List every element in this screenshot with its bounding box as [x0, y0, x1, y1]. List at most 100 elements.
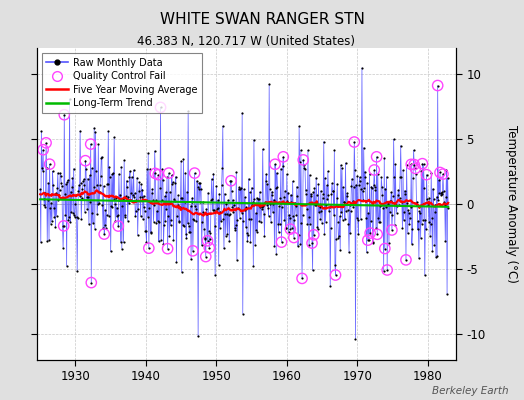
Point: [126, 197, 135, 203]
Point: [164, 213, 172, 219]
Point: [331, 272, 340, 278]
Point: [117, 164, 125, 170]
Point: [137, 181, 145, 187]
Point: [336, 162, 345, 168]
Point: [68, 184, 76, 190]
Point: [187, 202, 195, 209]
Point: [376, 219, 384, 226]
Point: [219, 216, 227, 222]
Point: [439, 187, 447, 194]
Point: [121, 211, 129, 218]
Point: [388, 227, 396, 233]
Point: [281, 188, 289, 194]
Point: [156, 104, 165, 110]
Point: [199, 209, 208, 215]
Point: [284, 189, 292, 196]
Point: [100, 231, 108, 237]
Point: [260, 233, 269, 239]
Point: [76, 128, 84, 134]
Point: [42, 140, 50, 146]
Y-axis label: Temperature Anomaly (°C): Temperature Anomaly (°C): [505, 125, 518, 283]
Point: [148, 186, 157, 192]
Point: [369, 240, 377, 246]
Point: [384, 198, 392, 205]
Point: [217, 218, 225, 224]
Point: [130, 190, 139, 197]
Point: [427, 221, 435, 227]
Point: [390, 174, 398, 180]
Point: [98, 202, 106, 209]
Point: [99, 225, 107, 231]
Point: [355, 182, 363, 188]
Point: [406, 215, 414, 222]
Point: [407, 161, 416, 168]
Point: [141, 228, 150, 234]
Point: [379, 268, 388, 274]
Point: [54, 197, 62, 204]
Point: [307, 193, 315, 200]
Point: [265, 212, 273, 219]
Point: [252, 210, 260, 216]
Point: [119, 196, 127, 202]
Point: [342, 208, 350, 214]
Point: [329, 188, 337, 194]
Point: [128, 174, 136, 180]
Point: [380, 245, 389, 252]
Point: [114, 212, 122, 218]
Point: [281, 224, 290, 231]
Point: [402, 257, 410, 263]
Point: [409, 175, 417, 181]
Point: [49, 182, 57, 188]
Point: [282, 171, 291, 177]
Point: [275, 229, 283, 235]
Point: [290, 234, 298, 241]
Point: [50, 214, 59, 220]
Point: [192, 205, 200, 212]
Point: [310, 232, 318, 238]
Point: [48, 168, 57, 174]
Point: [248, 202, 256, 209]
Point: [440, 199, 449, 206]
Point: [268, 188, 276, 195]
Point: [157, 236, 166, 243]
Point: [78, 185, 86, 192]
Point: [394, 192, 402, 199]
Point: [422, 172, 431, 178]
Point: [384, 201, 392, 207]
Point: [293, 193, 301, 199]
Point: [334, 219, 342, 226]
Point: [385, 198, 394, 204]
Point: [279, 154, 288, 160]
Point: [423, 202, 432, 208]
Point: [91, 226, 99, 232]
Point: [188, 199, 196, 206]
Point: [351, 167, 359, 174]
Point: [234, 186, 243, 192]
Point: [419, 161, 428, 167]
Point: [436, 169, 444, 176]
Point: [379, 205, 387, 211]
Point: [80, 176, 88, 182]
Point: [179, 156, 188, 162]
Point: [104, 181, 112, 188]
Point: [209, 170, 217, 177]
Point: [348, 198, 357, 205]
Point: [251, 242, 259, 248]
Point: [254, 196, 262, 202]
Point: [165, 170, 173, 176]
Point: [348, 176, 356, 182]
Point: [268, 209, 277, 215]
Point: [203, 238, 212, 244]
Point: [191, 203, 200, 209]
Point: [109, 170, 117, 176]
Point: [368, 185, 376, 191]
Point: [208, 196, 216, 202]
Point: [129, 192, 137, 198]
Point: [134, 232, 142, 238]
Point: [294, 243, 302, 249]
Point: [126, 168, 134, 175]
Point: [182, 234, 191, 241]
Point: [390, 222, 399, 228]
Point: [48, 218, 56, 224]
Point: [321, 218, 330, 225]
